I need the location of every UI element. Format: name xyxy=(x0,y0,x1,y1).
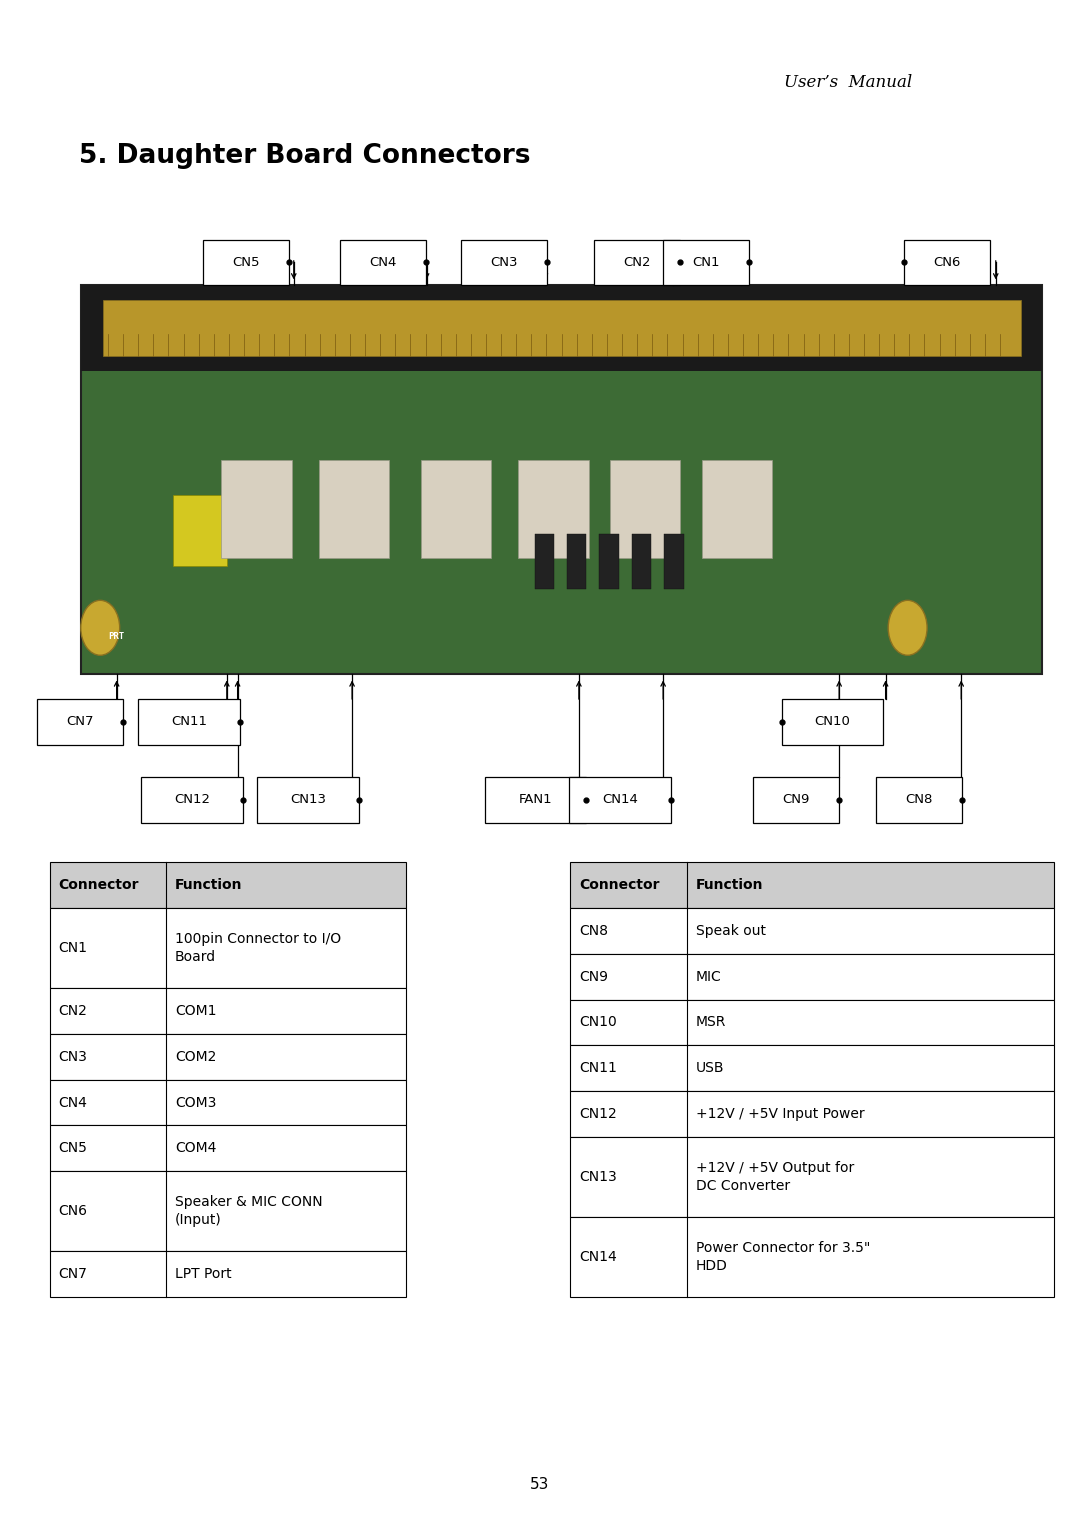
Text: 5. Daughter Board Connectors: 5. Daughter Board Connectors xyxy=(79,142,530,169)
Text: MSR: MSR xyxy=(696,1015,726,1030)
Text: MIC: MIC xyxy=(696,969,721,984)
Bar xyxy=(570,1045,1054,1091)
Bar xyxy=(221,461,292,557)
Bar xyxy=(518,461,589,557)
Bar xyxy=(782,699,883,745)
Bar xyxy=(664,534,684,589)
Text: CN2: CN2 xyxy=(623,256,651,269)
Bar xyxy=(570,954,1054,1000)
Bar xyxy=(632,534,651,589)
Text: CN1: CN1 xyxy=(58,942,87,955)
Bar xyxy=(319,461,389,557)
Text: User’s  Manual: User’s Manual xyxy=(784,73,912,92)
Bar xyxy=(570,1218,1054,1297)
Text: CN12: CN12 xyxy=(579,1106,617,1122)
Bar xyxy=(876,777,962,823)
Text: Function: Function xyxy=(175,877,242,893)
Bar xyxy=(461,240,548,285)
Text: Function: Function xyxy=(696,877,762,893)
Bar xyxy=(535,534,554,589)
Text: USB: USB xyxy=(696,1061,724,1076)
Bar xyxy=(50,1172,406,1251)
Text: CN8: CN8 xyxy=(579,923,608,938)
Text: +12V / +5V Output for
DC Converter: +12V / +5V Output for DC Converter xyxy=(696,1161,854,1193)
Text: CN4: CN4 xyxy=(369,256,397,269)
Text: CN13: CN13 xyxy=(289,794,326,806)
Text: CN2: CN2 xyxy=(58,1004,87,1018)
Bar xyxy=(570,1091,1054,1137)
Bar xyxy=(50,908,406,989)
Bar xyxy=(485,777,586,823)
Bar xyxy=(599,534,619,589)
Bar xyxy=(203,240,289,285)
Bar xyxy=(904,240,990,285)
Text: CN8: CN8 xyxy=(905,794,933,806)
Text: CN11: CN11 xyxy=(171,716,207,728)
Text: LPT Port: LPT Port xyxy=(175,1267,231,1282)
Text: 53: 53 xyxy=(530,1477,550,1492)
Text: CN5: CN5 xyxy=(58,1141,87,1155)
Bar xyxy=(421,461,491,557)
Bar xyxy=(173,496,227,566)
Text: Speak out: Speak out xyxy=(696,923,766,938)
Text: CN12: CN12 xyxy=(174,794,211,806)
Text: CN4: CN4 xyxy=(58,1096,87,1109)
Bar xyxy=(702,461,772,557)
Text: CN11: CN11 xyxy=(579,1061,617,1076)
Text: CN14: CN14 xyxy=(602,794,638,806)
Text: Power Connector for 3.5"
HDD: Power Connector for 3.5" HDD xyxy=(696,1241,869,1273)
Text: CN3: CN3 xyxy=(490,256,518,269)
Bar xyxy=(570,1000,1054,1045)
Bar xyxy=(50,1126,406,1172)
Text: COM2: COM2 xyxy=(175,1050,216,1064)
Bar xyxy=(594,240,680,285)
Text: CN5: CN5 xyxy=(232,256,260,269)
Text: Speaker & MIC CONN
(Input): Speaker & MIC CONN (Input) xyxy=(175,1195,323,1227)
Bar xyxy=(81,285,1042,371)
Bar xyxy=(663,240,750,285)
Text: COM1: COM1 xyxy=(175,1004,216,1018)
Bar xyxy=(567,534,586,589)
Text: FAN1: FAN1 xyxy=(518,794,553,806)
Text: CN14: CN14 xyxy=(579,1250,617,1264)
Bar xyxy=(570,1137,1054,1218)
Text: CN7: CN7 xyxy=(58,1267,87,1282)
Bar xyxy=(138,699,240,745)
Circle shape xyxy=(888,600,927,655)
Bar xyxy=(50,1035,406,1080)
Bar xyxy=(103,301,1021,356)
Bar xyxy=(610,461,680,557)
Bar xyxy=(50,1251,406,1297)
Bar xyxy=(257,777,359,823)
Bar xyxy=(50,862,406,908)
Text: CN6: CN6 xyxy=(933,256,961,269)
Bar xyxy=(753,777,839,823)
Circle shape xyxy=(81,600,120,655)
Text: CN7: CN7 xyxy=(66,716,94,728)
Text: Connector: Connector xyxy=(58,877,139,893)
Bar xyxy=(37,699,123,745)
Bar xyxy=(340,240,427,285)
Bar xyxy=(81,285,1042,674)
Bar xyxy=(141,777,243,823)
Text: PRT: PRT xyxy=(108,632,124,641)
Text: CN10: CN10 xyxy=(814,716,851,728)
Text: CN6: CN6 xyxy=(58,1204,87,1218)
Text: 100pin Connector to I/O
Board: 100pin Connector to I/O Board xyxy=(175,932,341,964)
Text: CN9: CN9 xyxy=(782,794,810,806)
Bar xyxy=(50,989,406,1035)
Text: +12V / +5V Input Power: +12V / +5V Input Power xyxy=(696,1106,864,1122)
Bar xyxy=(50,1080,406,1126)
Text: Connector: Connector xyxy=(579,877,660,893)
Bar xyxy=(569,777,671,823)
Bar xyxy=(570,862,1054,908)
Text: COM4: COM4 xyxy=(175,1141,216,1155)
Text: CN1: CN1 xyxy=(692,256,720,269)
Text: CN13: CN13 xyxy=(579,1170,617,1184)
Bar xyxy=(570,908,1054,954)
Text: COM3: COM3 xyxy=(175,1096,216,1109)
Text: CN3: CN3 xyxy=(58,1050,87,1064)
Text: CN10: CN10 xyxy=(579,1015,617,1030)
Text: CN9: CN9 xyxy=(579,969,608,984)
